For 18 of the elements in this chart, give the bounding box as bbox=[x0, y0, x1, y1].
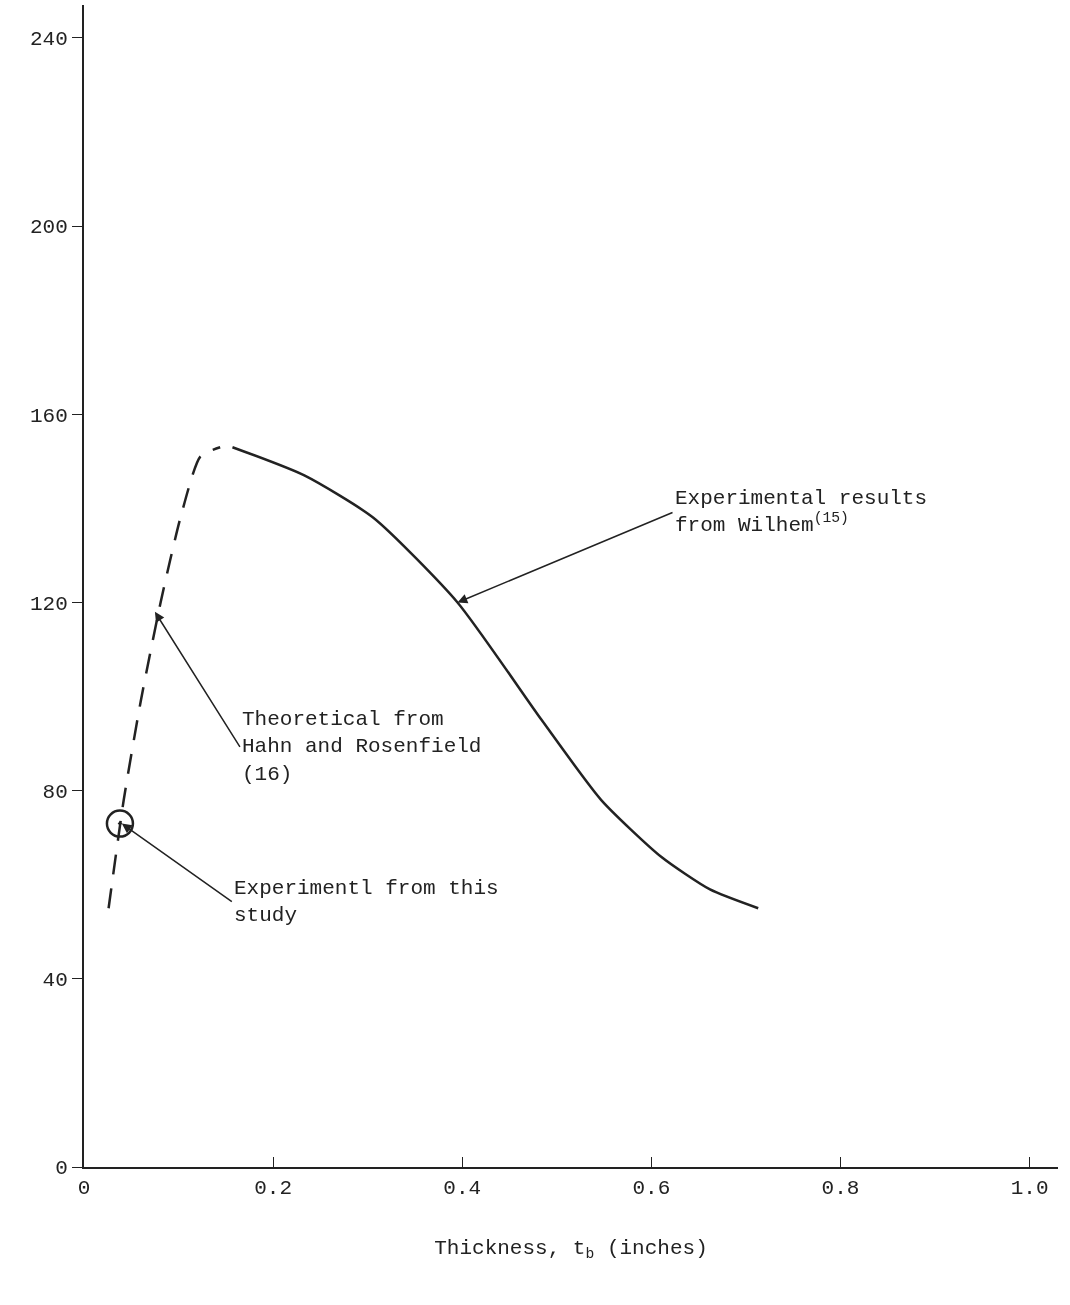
y-tick-label: 80 bbox=[42, 780, 68, 804]
y-tick-label: 40 bbox=[42, 969, 68, 993]
annotation: Theoretical from Hahn and Rosenfield (16) bbox=[242, 708, 482, 786]
x-tick-label: 0.8 bbox=[821, 1177, 860, 1201]
y-tick-label: 200 bbox=[29, 216, 68, 240]
x-tick-label: 0 bbox=[77, 1177, 91, 1201]
annotation: Experimental results from Wilhem$^{(15)}$ bbox=[675, 487, 928, 538]
x-tick-label: 0.6 bbox=[632, 1177, 671, 1201]
annotation: Experimentl from this study bbox=[234, 877, 499, 928]
line-series bbox=[107, 445, 222, 910]
x-tick-label: 0.2 bbox=[254, 1177, 293, 1201]
x-axis-title: Thickness, t$_{b}$ (inches) bbox=[434, 1236, 708, 1263]
y-tick-label: 120 bbox=[29, 592, 68, 616]
y-tick-label: 0 bbox=[55, 1157, 68, 1181]
y-tick-label: 160 bbox=[29, 404, 68, 428]
x-tick-label: 0.4 bbox=[443, 1177, 482, 1201]
x-tick-label: 1.0 bbox=[1010, 1177, 1049, 1201]
y-tick-label: 240 bbox=[29, 28, 68, 52]
